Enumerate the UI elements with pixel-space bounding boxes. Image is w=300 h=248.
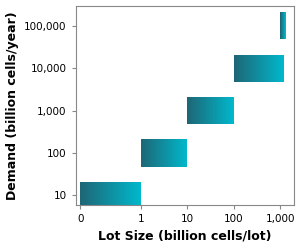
X-axis label: Lot Size (billion cells/lot): Lot Size (billion cells/lot): [98, 229, 272, 243]
Y-axis label: Demand (billion cells/year): Demand (billion cells/year): [6, 11, 19, 200]
